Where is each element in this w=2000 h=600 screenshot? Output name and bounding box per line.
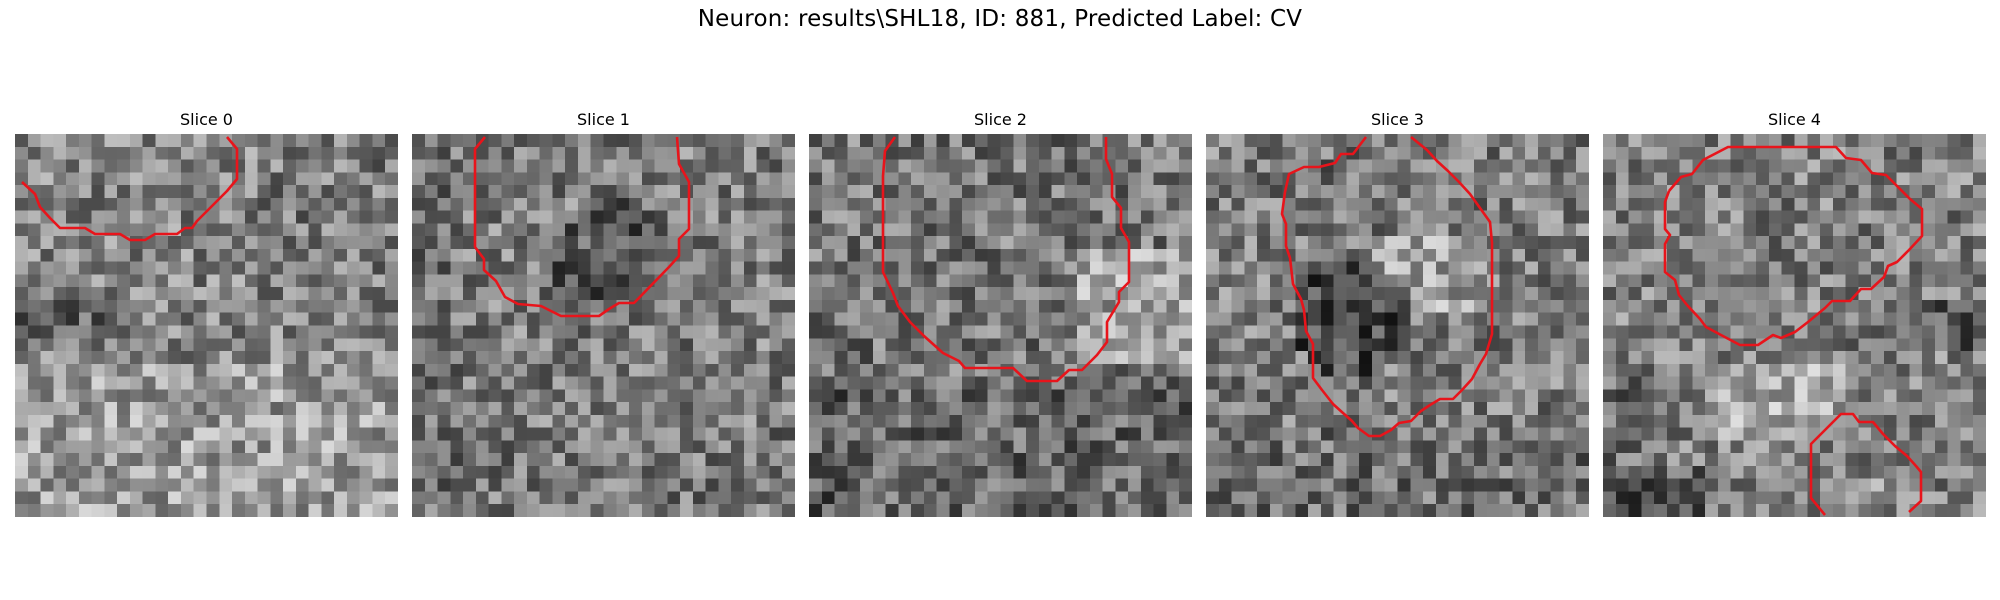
slice-title-4: Slice 4 <box>1768 110 1821 129</box>
intensity-image-4 <box>1603 134 1986 517</box>
figure-title: Neuron: results\SHL18, ID: 881, Predicte… <box>697 6 1303 32</box>
intensity-image-0 <box>15 134 398 517</box>
intensity-image-2 <box>809 134 1192 517</box>
slice-image-2 <box>809 134 1192 517</box>
intensity-image-3 <box>1206 134 1589 517</box>
slice-title-3: Slice 3 <box>1371 110 1424 129</box>
slice-title-0: Slice 0 <box>180 110 233 129</box>
slice-image-3 <box>1206 134 1589 517</box>
slice-image-1 <box>412 134 795 517</box>
slice-title-1: Slice 1 <box>577 110 630 129</box>
roi-contour-4 <box>1663 145 1924 347</box>
intensity-image-1 <box>412 134 795 517</box>
roi-contour-4-secondary <box>1809 412 1923 516</box>
roi-contour-2 <box>881 136 1131 383</box>
roi-contour-3 <box>1280 135 1494 438</box>
slice-title-2: Slice 2 <box>974 110 1027 129</box>
slice-image-0 <box>15 134 398 517</box>
roi-contour-1 <box>473 136 691 318</box>
roi-contour-0 <box>21 136 239 242</box>
slice-image-4 <box>1603 134 1986 517</box>
